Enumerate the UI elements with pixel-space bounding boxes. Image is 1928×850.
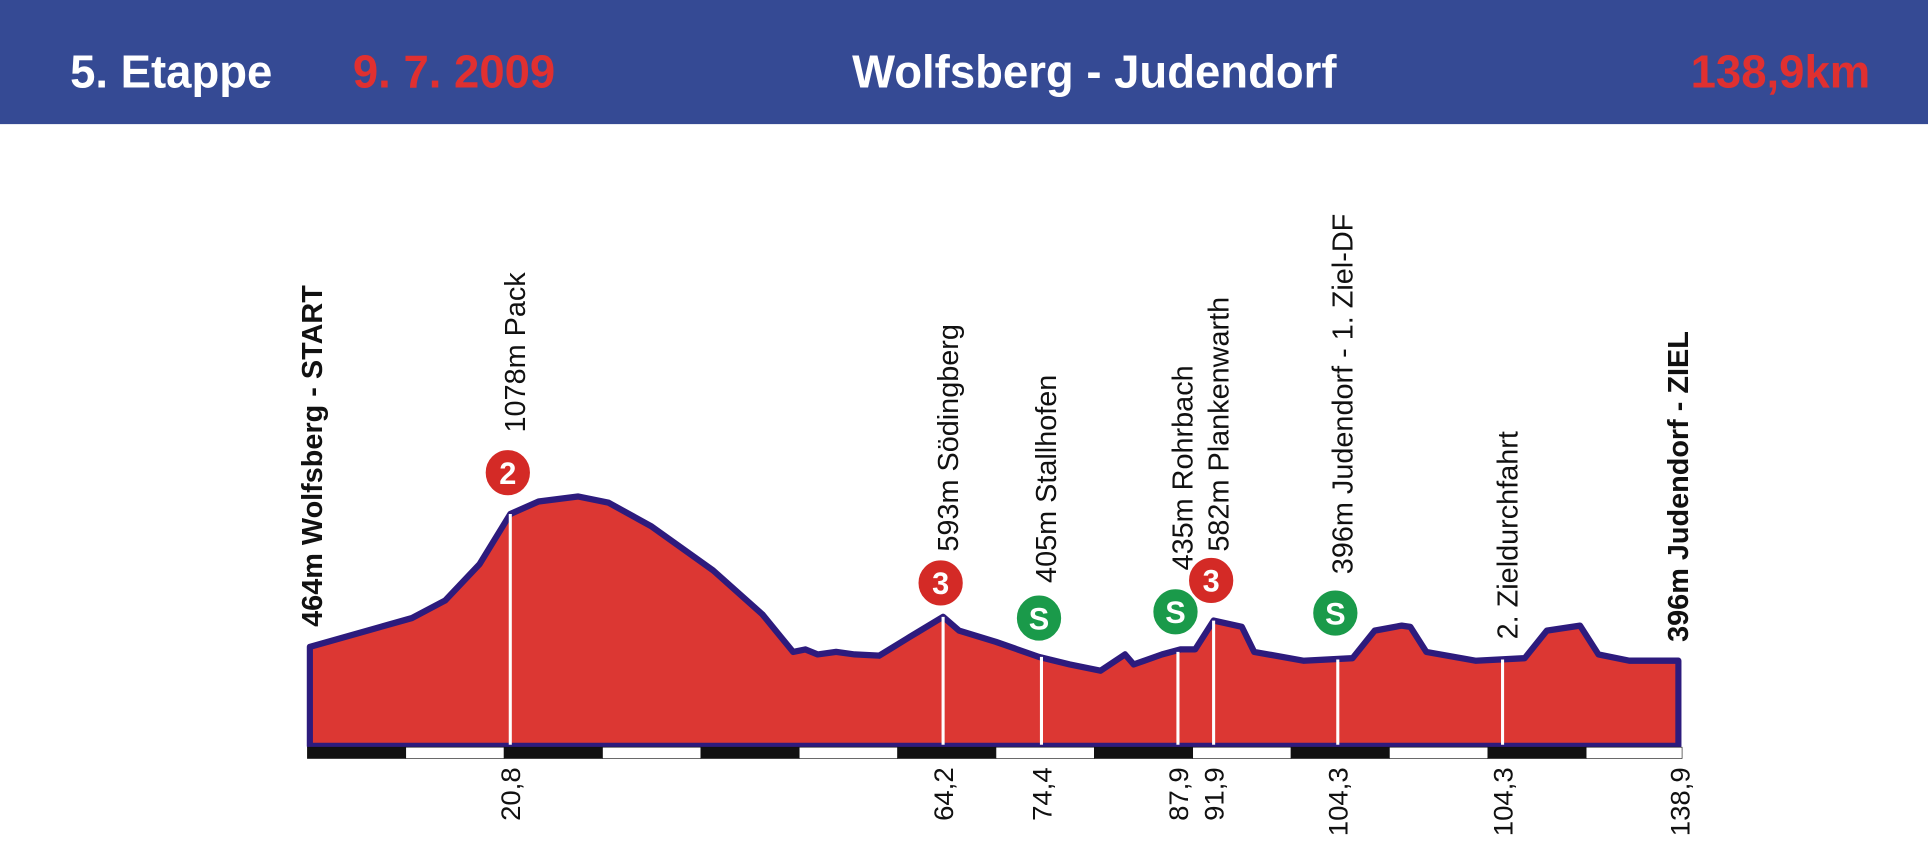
scale-segment xyxy=(405,746,505,759)
stage-title: 5. Etappe xyxy=(70,45,272,98)
km-label: 87,9 xyxy=(1163,767,1194,821)
climb-badge xyxy=(916,557,966,609)
scale-segment xyxy=(1290,746,1390,759)
distance-scale xyxy=(307,746,1683,759)
scale-segment xyxy=(1389,746,1489,759)
point-label: 582m Plankenwarth xyxy=(1204,297,1236,552)
badge-label: 3 xyxy=(1203,563,1220,598)
badge-label: 2 xyxy=(499,456,516,491)
km-label: 64,2 xyxy=(928,767,959,821)
profile-points: 464m Wolfsberg - START 1078m Pack 2 20,8 593… xyxy=(297,214,1695,836)
scale-segment xyxy=(1094,746,1194,759)
km-label: 20,8 xyxy=(495,767,526,821)
climb-badge xyxy=(1014,592,1064,644)
header-bar xyxy=(0,0,1928,125)
point-label: 435m Rohrbach xyxy=(1168,365,1200,570)
km-label: 104,3 xyxy=(1323,767,1354,836)
km-label: 74,4 xyxy=(1027,767,1058,821)
scale-segment xyxy=(1585,746,1683,759)
scale-segment xyxy=(995,746,1095,759)
km-label: 91,9 xyxy=(1199,767,1230,821)
km-label: 138,9 xyxy=(1665,767,1696,836)
stage-distance: 138,9km xyxy=(1691,45,1871,98)
climb-badge xyxy=(1186,555,1236,606)
km-label: 104,3 xyxy=(1488,767,1519,836)
scale-segment xyxy=(1487,746,1587,759)
scale-segment xyxy=(1192,746,1292,759)
scale-segment xyxy=(700,746,800,759)
scale-segment xyxy=(307,746,407,759)
point-label: 593m Södingberg xyxy=(933,324,965,552)
scale-segment xyxy=(503,746,603,759)
climb-badge xyxy=(1150,586,1201,637)
badge-label: 3 xyxy=(932,566,949,601)
point-label: 396m Judendorf - ZIEL xyxy=(1663,331,1695,642)
point-label: 405m Stallhofen xyxy=(1031,375,1063,583)
badge-label: S xyxy=(1325,596,1346,631)
scale-segment xyxy=(897,746,997,759)
elevation-profile xyxy=(306,493,1682,750)
stage-date: 9. 7. 2009 xyxy=(353,45,555,98)
point-label: 1078m Pack xyxy=(500,272,532,433)
badge-label: S xyxy=(1029,601,1050,636)
point-label: 464m Wolfsberg - START xyxy=(297,285,329,627)
scale-segment xyxy=(798,746,898,759)
stage-route: Wolfsberg - Judendorf xyxy=(852,45,1337,98)
climb-badge xyxy=(1310,587,1360,639)
scale-segment xyxy=(602,746,702,759)
climb-badge xyxy=(483,447,533,498)
point-label: 396m Judendorf - 1. Ziel-DF xyxy=(1328,214,1360,574)
badge-label: S xyxy=(1165,595,1186,630)
point-label: 2. Zieldurchfahrt xyxy=(1493,431,1525,639)
